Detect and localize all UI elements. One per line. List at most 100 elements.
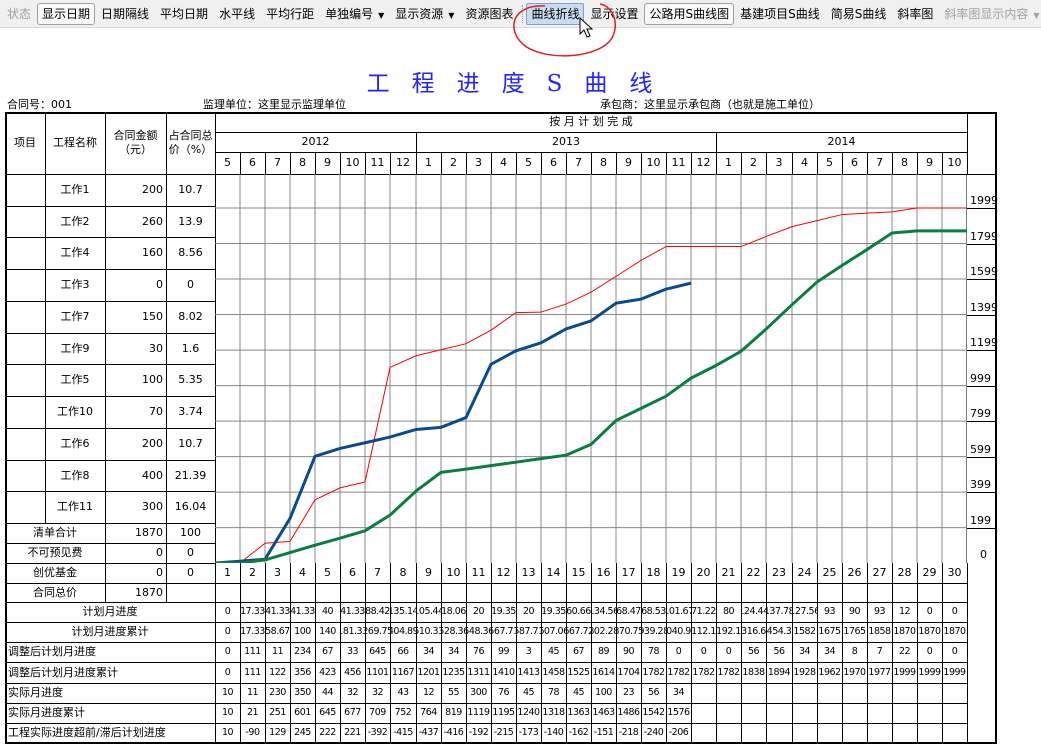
- progress-value-cell: 677: [340, 703, 366, 724]
- total-label: 合同总价: [5, 583, 106, 603]
- toolbar-button-7[interactable]: 显示资源 ▼: [390, 3, 459, 25]
- progress-value-cell: 34: [792, 642, 818, 663]
- work-item-cell: [5, 206, 46, 238]
- progress-value-cell: 127.56: [792, 602, 818, 623]
- contract-total-blank-cell: [842, 583, 868, 603]
- toolbar-button-label: 平均日期: [160, 6, 209, 21]
- progress-value-cell: 1201: [416, 662, 442, 684]
- toolbar-button-label: 资源图表: [465, 6, 514, 21]
- contract-total-blank-cell: [466, 583, 492, 603]
- period-number: 24: [792, 563, 818, 584]
- contract-total-blank-cell: [892, 583, 918, 603]
- work-percent: 10.7: [166, 174, 216, 207]
- progress-value-cell: -151: [591, 723, 617, 744]
- contract-total-blank-cell: [817, 583, 843, 603]
- toolbar-button-1[interactable]: 显示日期: [37, 2, 96, 25]
- progress-value-cell: 10: [215, 723, 241, 744]
- y-axis-label: 199: [970, 514, 991, 527]
- month-header: 1: [416, 152, 442, 175]
- toolbar-button-13[interactable]: 简易S曲线: [826, 3, 892, 25]
- toolbar-button-15[interactable]: 斜率图显示内容 ▼: [939, 3, 1041, 25]
- month-header: 8: [892, 152, 918, 175]
- progress-row-label: 工程实际进度超前/滞后计划进度: [5, 723, 216, 744]
- progress-value-cell: 22: [892, 642, 918, 663]
- total-label: 不可预见费: [5, 543, 106, 564]
- contract-total-blank-cell: [365, 583, 391, 603]
- contract-total-blank-cell: [215, 583, 241, 603]
- work-name: 工作10: [45, 396, 106, 429]
- period-number: 6: [340, 563, 366, 584]
- progress-value-cell: [716, 703, 742, 724]
- toolbar-button-11[interactable]: 公路用S曲线图: [644, 2, 735, 25]
- axis-tick-line: [967, 421, 997, 422]
- month-header: 3: [766, 152, 793, 175]
- progress-value-cell: -437: [416, 723, 442, 744]
- progress-value-cell: [892, 683, 918, 704]
- progress-value-cell: 34: [416, 642, 442, 663]
- progress-value-cell: 1040.95: [666, 622, 692, 643]
- period-number: 26: [842, 563, 868, 584]
- work-item-cell: [5, 174, 46, 207]
- progress-value-cell: 1410: [491, 662, 517, 684]
- toolbar-button-2[interactable]: 日期隔线: [96, 3, 154, 25]
- toolbar-button-12[interactable]: 基建项目S曲线: [735, 3, 825, 25]
- period-number: 16: [591, 563, 617, 584]
- toolbar-button-6[interactable]: 单独编号 ▼: [320, 3, 389, 25]
- toolbar-button-0[interactable]: 状态: [2, 3, 36, 25]
- progress-value-cell: 56: [641, 683, 667, 704]
- progress-value-cell: 105.44: [416, 602, 442, 623]
- toolbar-button-label: 曲线折线: [531, 6, 580, 21]
- y-axis-label: 1199: [970, 336, 998, 349]
- progress-value-cell: 0: [691, 642, 717, 663]
- month-header: 10: [641, 152, 667, 175]
- progress-value-cell: 60.66: [566, 602, 592, 623]
- progress-value-cell: 55: [441, 683, 467, 704]
- progress-value-cell: 88.42: [365, 602, 391, 623]
- progress-value-cell: 1999: [942, 662, 968, 684]
- toolbar-button-4[interactable]: 水平线: [214, 3, 260, 25]
- year-header: 2012: [215, 132, 417, 153]
- toolbar-button-14[interactable]: 斜率图: [892, 3, 938, 25]
- period-number: 14: [541, 563, 567, 584]
- work-item-cell: [5, 460, 46, 492]
- toolbar-button-3[interactable]: 平均日期: [155, 3, 213, 25]
- toolbar-button-9[interactable]: 曲线折线: [526, 2, 585, 25]
- progress-value-cell: 135.14: [390, 602, 417, 623]
- progress-value-cell: 41.33: [290, 602, 316, 623]
- dropdown-arrow-icon[interactable]: ▼: [378, 10, 385, 20]
- axis-tick-line: [967, 279, 997, 280]
- progress-value-cell: 20: [516, 602, 542, 623]
- work-name: 工作11: [45, 491, 106, 524]
- toolbar-button-10[interactable]: 显示设置: [585, 3, 643, 25]
- year-header: 2013: [416, 132, 717, 153]
- progress-value-cell: [766, 703, 793, 724]
- month-header: 4: [792, 152, 818, 175]
- progress-value-cell: 41.33: [265, 602, 291, 623]
- progress-value-cell: 10: [215, 683, 241, 704]
- progress-value-cell: 645: [365, 642, 391, 663]
- toolbar-separator: [522, 4, 524, 23]
- toolbar: 状态 显示日期 日期隔线 平均日期 水平线 平均行距 单独编号 ▼ 显示资源 ▼ 资源图表 曲线折线显…: [0, 0, 1041, 28]
- period-number: 28: [892, 563, 918, 584]
- dropdown-arrow-icon[interactable]: ▼: [1033, 10, 1040, 20]
- work-name: 工作3: [45, 269, 106, 302]
- toolbar-button-5[interactable]: 平均行距: [261, 3, 319, 25]
- work-percent: 10.7: [166, 428, 216, 461]
- progress-value-cell: -218: [616, 723, 642, 744]
- progress-value-cell: 1704: [616, 662, 642, 684]
- progress-value-cell: [917, 703, 943, 724]
- progress-value-cell: [842, 723, 868, 744]
- progress-value-cell: [691, 683, 717, 704]
- contract-total-blank-cell: [716, 583, 742, 603]
- dropdown-arrow-icon[interactable]: ▼: [448, 10, 455, 20]
- progress-value-cell: 1167: [390, 662, 417, 684]
- month-header: 8: [290, 152, 316, 175]
- contract-total-blank-cell: [741, 583, 767, 603]
- toolbar-button-8[interactable]: 资源图表: [460, 3, 518, 25]
- s-curve-chart: [215, 174, 967, 563]
- axis-tick-line: [967, 457, 997, 458]
- progress-value-cell: 58.67: [265, 622, 291, 643]
- contract-number: 合同号：001: [7, 98, 72, 111]
